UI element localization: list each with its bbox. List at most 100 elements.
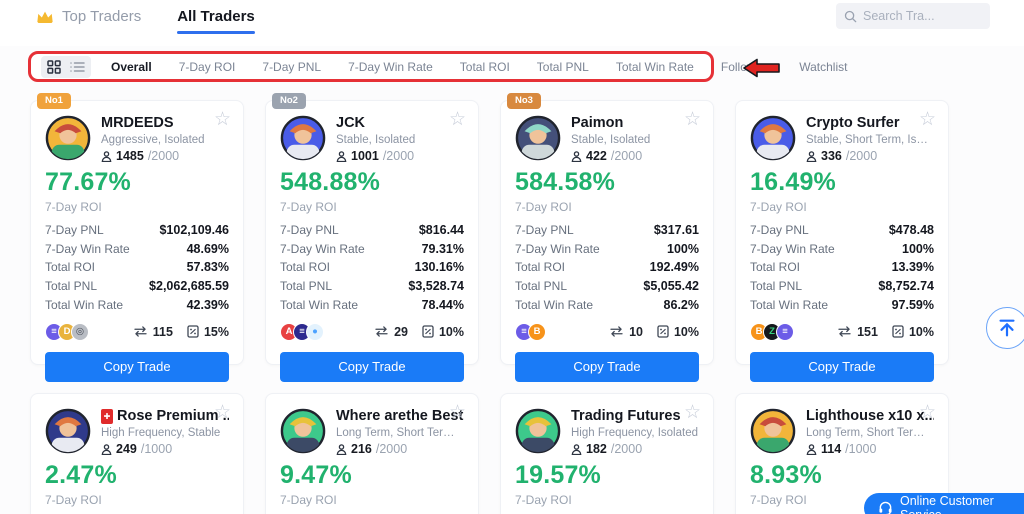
trader-card[interactable]: ☆ Crypto Surfer Stable, Short Term, I	[735, 100, 949, 382]
fee-percent: 15%	[203, 324, 229, 339]
followers-capacity: /2000	[147, 149, 180, 163]
stat-row: Total ROI 130.16%	[280, 258, 464, 277]
trader-info: Crypto Surfer Stable, Short Term, Isolat…	[806, 115, 934, 163]
nav-top-traders[interactable]: Top Traders	[36, 8, 141, 25]
stat-label: Total Win Rate	[280, 297, 359, 312]
trader-card[interactable]: No2 ☆ JCK Stable, Isolated	[265, 93, 479, 382]
trader-card[interactable]: No1 ☆ MRDEEDS Aggressive, Isolate	[30, 93, 244, 382]
roi-7day-label: 7-Day ROI	[750, 200, 807, 214]
watchlist-star-icon[interactable]: ☆	[683, 402, 701, 423]
followers-count: 336	[821, 149, 842, 163]
filter-tab-7-day-pnl[interactable]: 7-Day PNL	[262, 59, 322, 74]
watchlist-star-icon[interactable]: ☆	[213, 402, 231, 423]
followers-row: 1001/2000	[336, 149, 415, 163]
coins-row: A ≡ ● 29 10%	[280, 322, 464, 342]
followers-row: 182/2000	[571, 442, 698, 456]
trader-name-row: Trading Futures	[571, 408, 698, 424]
trader-info: Where arethe Best Long Term, Short Term,…	[336, 408, 464, 456]
trader-name: Paimon	[571, 115, 624, 131]
trader-tags: Stable, Isolated	[336, 134, 416, 146]
followers-capacity: /2000	[610, 149, 643, 163]
scroll-to-top-button[interactable]	[986, 307, 1024, 349]
trader-name-row: Crypto Surfer	[806, 115, 934, 131]
filter-tab-overall[interactable]: Overall	[111, 59, 152, 74]
filter-tab-watchlist[interactable]: Watchlist	[799, 59, 848, 74]
trader-card[interactable]: ☆ ✚ Rose Premium ... High Frequency, S	[30, 393, 244, 514]
active-tab-underline	[177, 31, 255, 34]
followers-count: 114	[821, 442, 842, 456]
grid-view-icon[interactable]	[47, 59, 61, 74]
followers-row: 114/1000	[806, 442, 934, 456]
coins-row: B Z ≡ 151 10%	[750, 322, 934, 342]
stat-value: 42.39%	[186, 297, 229, 312]
stat-value: 79.31%	[421, 241, 464, 256]
fee-ticket-icon	[657, 325, 669, 339]
copy-trade-button[interactable]: Copy Trade	[750, 351, 934, 382]
trader-card[interactable]: ☆ Where arethe Best Long Term, Short	[265, 393, 479, 514]
roi-7day-value: 584.58%	[515, 168, 616, 196]
roi-7day-label: 7-Day ROI	[515, 200, 572, 214]
nav-all-traders[interactable]: All Traders	[177, 8, 255, 34]
stat-value: 57.83%	[186, 260, 229, 275]
trader-name: JCK	[336, 115, 366, 131]
followers-row: 336/2000	[806, 149, 934, 163]
watchlist-star-icon[interactable]: ☆	[683, 109, 701, 130]
stat-value: $478.48	[888, 223, 934, 238]
filter-tab-7-day-roi[interactable]: 7-Day ROI	[178, 59, 236, 74]
watchlist-star-icon[interactable]: ☆	[213, 109, 231, 130]
stat-row: 7-Day Win Rate 100%	[515, 240, 699, 259]
stat-row: Total PNL $3,528.74	[280, 277, 464, 296]
rank-badge: No3	[507, 93, 541, 109]
stat-label: Total ROI	[750, 260, 801, 275]
swap-arrows-icon	[609, 326, 624, 338]
swap-arrows-icon	[374, 326, 389, 338]
search-input[interactable]	[863, 9, 973, 23]
copy-trade-button[interactable]: Copy Trade	[45, 351, 229, 382]
roi-7day-value: 77.67%	[45, 168, 131, 196]
stat-value: $317.61	[653, 223, 699, 238]
fee-percent: 10%	[438, 324, 464, 339]
watchlist-star-icon[interactable]: ☆	[918, 109, 936, 130]
stat-value: 192.49%	[649, 260, 699, 275]
solana-coin-icon: ≡	[776, 322, 794, 341]
bitcoin-coin-icon: B	[528, 322, 546, 341]
nav-top-traders-label: Top Traders	[62, 8, 142, 25]
followers-row: 216/2000	[336, 442, 464, 456]
copy-trade-button[interactable]: Copy Trade	[280, 351, 464, 382]
trader-name-row: Paimon	[571, 115, 650, 131]
watchlist-star-icon[interactable]: ☆	[918, 402, 936, 423]
filter-tab-total-pnl[interactable]: Total PNL	[536, 59, 589, 74]
trader-tags: High Frequency, Isolated	[571, 427, 698, 439]
watchlist-star-icon[interactable]: ☆	[448, 402, 466, 423]
trader-tags: Long Term, Short Term, Stabl...	[806, 427, 934, 439]
copy-trade-button[interactable]: Copy Trade	[515, 351, 699, 382]
customer-service-button[interactable]: Online Customer Service	[864, 493, 1024, 514]
trader-avatar	[45, 408, 91, 454]
stat-label: 7-Day PNL	[515, 223, 574, 238]
stat-value: 13.39%	[891, 260, 934, 275]
trader-avatar	[515, 115, 561, 161]
trader-card[interactable]: ☆ Trading Futures High Frequency, Iso	[500, 393, 714, 514]
followers-row: 249/1000	[101, 442, 229, 456]
filter-bar: Overall 7-Day ROI 7-Day PNL 7-Day Win Rate T…	[28, 51, 847, 82]
filter-tab-total-win-rate[interactable]: Total Win Rate	[615, 59, 694, 74]
filter-tabs: Overall 7-Day ROI 7-Day PNL 7-Day Win Rate T…	[111, 60, 847, 74]
filter-tab-7-day-win-rate[interactable]: 7-Day Win Rate	[348, 59, 433, 74]
nav-all-traders-label: All Traders	[177, 8, 255, 25]
trader-card[interactable]: No3 ☆ Paimon Stable, Isolated	[500, 93, 714, 382]
stat-value: $3,528.74	[408, 279, 464, 294]
filter-tab-total-roi[interactable]: Total ROI	[459, 59, 510, 74]
stat-row: 7-Day PNL $317.61	[515, 221, 699, 240]
followers-count: 1485	[116, 149, 144, 163]
stat-label: 7-Day Win Rate	[750, 241, 835, 256]
list-view-icon[interactable]	[70, 61, 85, 73]
followers-capacity: /1000	[140, 442, 173, 456]
stat-value: $102,109.46	[159, 223, 229, 238]
search-box[interactable]	[836, 3, 990, 29]
watchlist-star-icon[interactable]: ☆	[448, 109, 466, 130]
followers-count: 1001	[351, 149, 379, 163]
followers-count: 249	[116, 442, 137, 456]
stat-label: 7-Day Win Rate	[515, 241, 600, 256]
search-icon	[844, 10, 857, 23]
